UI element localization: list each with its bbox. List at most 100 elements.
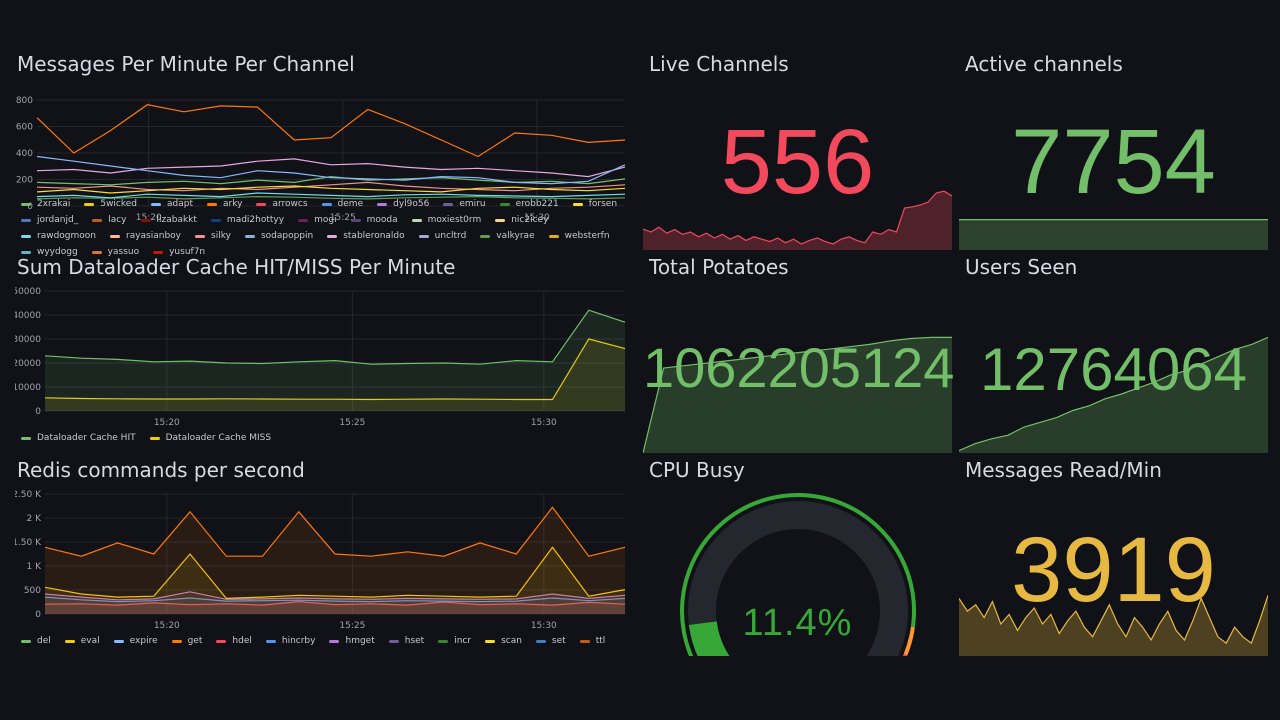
- y-tick-label: 40000: [15, 311, 41, 321]
- legend-label: yassuo: [107, 247, 140, 257]
- messages-chart[interactable]: 800 600 400 200 0 15:20 15:25 15:30: [15, 92, 627, 222]
- redis-chart[interactable]: 2.50 K 2 K 1.50 K 1 K 500 0 15:20 15:25 15:30: [15, 486, 627, 636]
- legend-label: uncltrd: [434, 231, 467, 241]
- legend-item[interactable]: nic2icey: [495, 214, 548, 226]
- legend-label: wyydogg: [37, 247, 78, 257]
- cpu-busy-panel: CPU Busy 11.4%: [643, 458, 952, 656]
- legend-item[interactable]: get: [171, 635, 203, 647]
- x-tick-label: 15:25: [339, 621, 365, 631]
- x-tick-label: 15:30: [531, 621, 557, 631]
- panel-title[interactable]: Sum Dataloader Cache HIT/MISS Per Minute: [17, 255, 456, 279]
- sparkline-area: [959, 595, 1268, 656]
- cpu-gauge: [680, 493, 917, 656]
- legend-item[interactable]: lizabakkt: [140, 214, 197, 226]
- legend-item[interactable]: scan: [485, 635, 522, 647]
- legend-item[interactable]: sodapoppin: [244, 230, 314, 242]
- legend-item[interactable]: hmget: [329, 635, 375, 647]
- dataloader-chart[interactable]: 50000 40000 30000 20000 10000 0 15:20 15:25 15:3…: [15, 283, 627, 433]
- legend-label: sodapoppin: [260, 231, 314, 241]
- legend-item[interactable]: yassuo: [91, 246, 140, 258]
- legend-item[interactable]: lacy: [92, 214, 127, 226]
- legend-label: valkyrae: [496, 231, 535, 241]
- legend-item[interactable]: yusuf7n: [153, 246, 205, 258]
- legend-swatch: [411, 218, 422, 222]
- legend-item[interactable]: moxiest0rm: [411, 214, 481, 226]
- legend-item[interactable]: wyydogg: [21, 246, 78, 258]
- legend-item[interactable]: forsen: [572, 198, 617, 210]
- legend-label: deme: [337, 199, 364, 209]
- legend-label: ttl: [595, 636, 606, 646]
- legend-label: arky: [223, 199, 243, 209]
- legend-item[interactable]: hdel: [216, 635, 252, 647]
- sparkline-line: [959, 336, 1268, 452]
- panel-title[interactable]: Users Seen: [965, 255, 1078, 279]
- legend-item[interactable]: 5wicked: [84, 198, 137, 210]
- legend-item[interactable]: stableronaldo: [327, 230, 405, 242]
- panel-title[interactable]: Total Potatoes: [649, 255, 789, 279]
- legend-item[interactable]: arrowcs: [256, 198, 308, 210]
- panel-title[interactable]: Redis commands per second: [17, 458, 305, 482]
- panel-title[interactable]: Live Channels: [649, 52, 789, 76]
- x-tick-label: 15:20: [154, 621, 180, 631]
- x-tick-label: 15:25: [330, 213, 356, 222]
- series-line: [44, 591, 626, 601]
- legend-item[interactable]: hset: [388, 635, 424, 647]
- panel-title[interactable]: Messages Read/Min: [965, 458, 1162, 482]
- legend-item[interactable]: hincrby: [265, 635, 315, 647]
- legend-label: get: [187, 636, 203, 646]
- users-seen-sparkline: [959, 336, 1268, 453]
- total-potatoes-value: 1062205124: [643, 336, 955, 399]
- x-tick-label: 15:30: [524, 213, 550, 222]
- panel-title[interactable]: Active channels: [965, 52, 1123, 76]
- legend-item[interactable]: Dataloader Cache MISS: [149, 432, 271, 444]
- legend-item[interactable]: emiru: [443, 198, 486, 210]
- legend-item[interactable]: expire: [113, 635, 158, 647]
- legend-item[interactable]: 2xrakai: [21, 198, 70, 210]
- y-tick-label: 0: [35, 407, 41, 417]
- legend-item[interactable]: set: [535, 635, 566, 647]
- legend-item[interactable]: rawdogmoon: [21, 230, 96, 242]
- legend-item[interactable]: incr: [438, 635, 471, 647]
- legend-swatch: [91, 250, 102, 254]
- legend-item[interactable]: valkyrae: [480, 230, 535, 242]
- messages-panel: Messages Per Minute Per Channel 800 600 40…: [15, 52, 627, 257]
- legend-item[interactable]: websterfn: [548, 230, 610, 242]
- legend-swatch: [171, 639, 182, 643]
- legend-item[interactable]: mogi: [298, 214, 337, 226]
- legend-item[interactable]: erobb221: [499, 198, 559, 210]
- legend-item[interactable]: arky: [207, 198, 242, 210]
- legend-item[interactable]: eval: [64, 635, 100, 647]
- messages-read-panel: Messages Read/Min 3919: [959, 458, 1268, 656]
- legend-label: rayasianboy: [126, 231, 182, 241]
- legend-item[interactable]: ttl: [579, 635, 606, 647]
- y-tick-label: 600: [16, 123, 33, 133]
- legend-item[interactable]: deme: [321, 198, 364, 210]
- legend-label: silky: [211, 231, 231, 241]
- legend-label: erobb221: [515, 199, 559, 209]
- legend-label: hmget: [345, 636, 375, 646]
- legend-swatch: [298, 218, 309, 222]
- series-line: [44, 596, 626, 603]
- series-line: [44, 600, 626, 606]
- panel-title[interactable]: Messages Per Minute Per Channel: [17, 52, 355, 76]
- legend-item[interactable]: del: [21, 635, 51, 647]
- legend-item[interactable]: dyl9o56: [377, 198, 429, 210]
- users-seen-value: 12764064: [980, 336, 1247, 403]
- legend-item[interactable]: mooda: [350, 214, 398, 226]
- legend-item[interactable]: jordanjd_: [21, 214, 78, 226]
- series-area: [45, 339, 625, 411]
- legend-item[interactable]: Dataloader Cache HIT: [21, 432, 136, 444]
- series-area: [45, 601, 625, 614]
- series-line: [44, 309, 626, 365]
- legend-item[interactable]: uncltrd: [418, 230, 467, 242]
- legend-label: lacy: [108, 215, 127, 225]
- legend-item[interactable]: silky: [195, 230, 231, 242]
- legend-label: rawdogmoon: [37, 231, 96, 241]
- legend-swatch: [579, 639, 590, 643]
- legend-swatch: [377, 202, 388, 206]
- legend-item[interactable]: adapt: [151, 198, 193, 210]
- panel-title[interactable]: CPU Busy: [649, 458, 745, 482]
- legend-item[interactable]: rayasianboy: [110, 230, 181, 242]
- legend-item[interactable]: madi2hottyy: [210, 214, 284, 226]
- legend-label: expire: [129, 636, 158, 646]
